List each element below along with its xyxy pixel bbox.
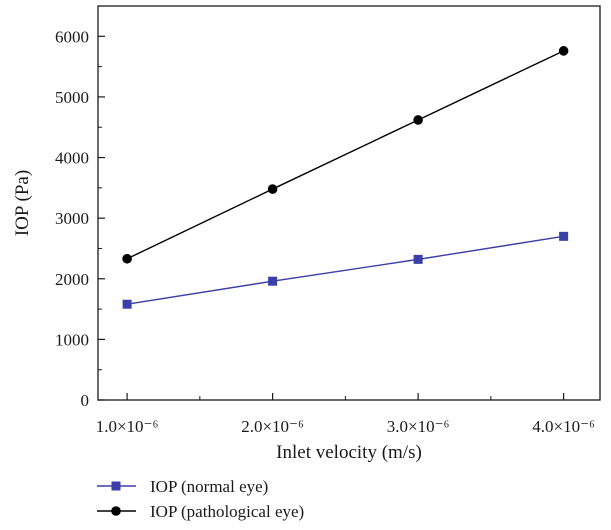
series-line xyxy=(126,235,564,305)
y-tick-label: 1000 xyxy=(55,330,89,349)
data-point-marker xyxy=(559,231,569,241)
data-point-marker xyxy=(122,253,132,264)
data-point-marker xyxy=(268,276,278,286)
x-tick-label: 1.0×10⁻⁶ xyxy=(96,417,159,436)
legend-label: IOP (normal eye) xyxy=(150,477,268,496)
series-layer xyxy=(122,46,569,309)
data-point-marker xyxy=(413,254,423,264)
y-tick-label: 6000 xyxy=(55,27,89,46)
series-pathological-eye xyxy=(122,46,569,264)
x-tick-label: 4.0×10⁻⁶ xyxy=(532,417,595,436)
axes: 0 1000 2000 3000 4000 5000 6000 1.0×10⁻⁶ 2.0×10⁻… xyxy=(55,5,601,436)
y-tick-label: 5000 xyxy=(55,88,89,107)
data-point-marker xyxy=(558,46,569,56)
x-axis-label: Inlet velocity (m/s) xyxy=(276,442,422,463)
y-tick-label: 0 xyxy=(81,391,90,410)
data-point-marker xyxy=(111,481,121,491)
series-normal-eye xyxy=(122,231,569,309)
data-point-marker xyxy=(111,506,121,516)
legend-label: IOP (pathological eye) xyxy=(150,502,304,521)
x-tick-label: 2.0×10⁻⁶ xyxy=(241,417,304,436)
data-point-marker xyxy=(122,299,132,309)
data-point-marker xyxy=(267,184,278,194)
y-tick-label: 3000 xyxy=(55,209,89,228)
legend-item: IOP (normal eye) xyxy=(97,477,268,496)
y-axis-label: IOP (Pa) xyxy=(12,170,33,236)
x-tick-label: 3.0×10⁻⁶ xyxy=(387,417,450,436)
y-tick-label: 4000 xyxy=(55,149,89,168)
legend-item: IOP (pathological eye) xyxy=(97,502,304,521)
data-point-marker xyxy=(413,115,423,125)
y-tick-label: 2000 xyxy=(55,270,89,289)
legend: IOP (normal eye) IOP (pathological eye) xyxy=(97,477,304,521)
plot-frame xyxy=(97,5,601,401)
series-line xyxy=(126,50,564,260)
